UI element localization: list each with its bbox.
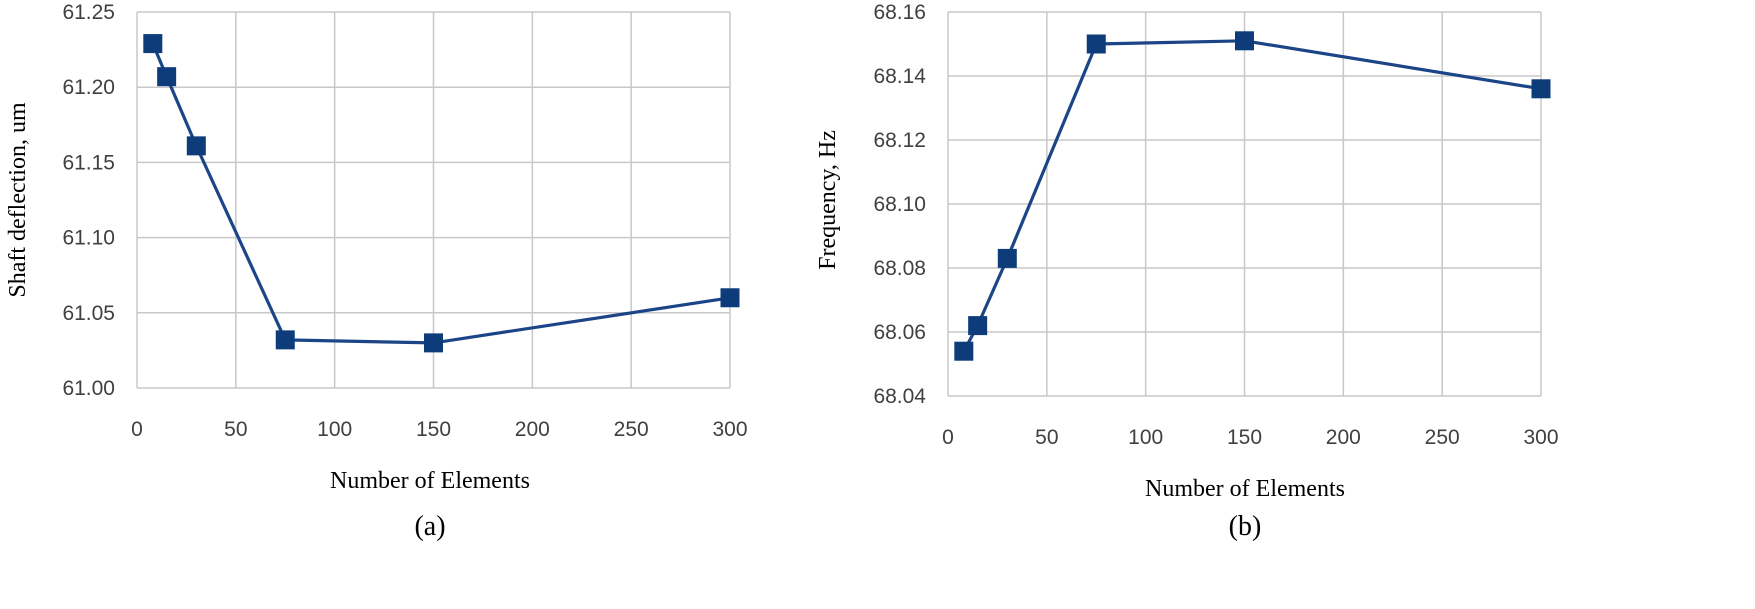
- chart-b-data-point: [1086, 34, 1106, 54]
- chart-a-ylabel: Shaft deflection, um: [5, 102, 31, 298]
- chart-b-xtick-label: 250: [1425, 426, 1460, 449]
- chart-b-ytick-label: 68.16: [873, 1, 926, 24]
- chart-b-xtick-label: 100: [1128, 426, 1163, 449]
- chart-b-xtick-label: 300: [1523, 426, 1558, 449]
- chart-b-series-line: [962, 39, 1542, 352]
- chart-b-data-point: [997, 248, 1017, 268]
- chart-b-data-point: [1531, 79, 1551, 99]
- chart-a-xtick-label: 200: [515, 418, 550, 441]
- chart-a-data-point: [186, 136, 206, 156]
- chart-b-data-point: [968, 316, 988, 336]
- chart-b-caption: (b): [1229, 511, 1262, 542]
- chart-a-xtick-label: 300: [712, 418, 747, 441]
- chart-a-series-line: [151, 42, 731, 345]
- chart-a-ytick-label: 61.25: [62, 1, 115, 24]
- chart-a: Shaft deflection, um Number of Elements …: [5, 1, 748, 542]
- chart-a-xtick-label: 50: [224, 418, 247, 441]
- chart-b-ytick-label: 68.10: [873, 193, 926, 216]
- chart-b-ytick-label: 68.08: [873, 257, 926, 280]
- chart-b-data-point: [1235, 31, 1254, 51]
- chart-a-ytick-label: 61.05: [62, 302, 115, 325]
- chart-b-xtick-label: 50: [1035, 426, 1058, 449]
- chart-b-ylabel: Frequency, Hz: [815, 130, 841, 270]
- chart-a-caption: (a): [414, 511, 445, 542]
- chart-b-ytick-label: 68.12: [873, 129, 926, 152]
- chart-a-ytick-label: 61.15: [62, 151, 115, 174]
- chart-a-data-point: [157, 67, 177, 87]
- chart-a-ytick-label: 61.00: [62, 377, 115, 400]
- chart-a-data-point: [720, 288, 740, 308]
- chart-a-data-point: [275, 330, 295, 350]
- chart-a-xtick-label: 0: [131, 418, 143, 441]
- chart-a-ytick-label: 61.20: [62, 76, 115, 99]
- chart-b: Frequency, Hz Number of Elements (b) 0 50…: [815, 1, 1559, 542]
- chart-b-data-point: [954, 341, 974, 361]
- chart-b-xlabel: Number of Elements: [1145, 476, 1345, 502]
- chart-a-ytick-label: 61.10: [62, 227, 115, 250]
- chart-a-xtick-label: 150: [416, 418, 451, 441]
- chart-a-data-point: [424, 333, 443, 353]
- chart-a-xtick-label: 100: [317, 418, 352, 441]
- chart-b-xtick-label: 200: [1326, 426, 1361, 449]
- chart-b-ytick-label: 68.06: [873, 321, 926, 344]
- chart-a-data-point: [143, 34, 163, 54]
- chart-a-xtick-label: 250: [614, 418, 649, 441]
- chart-b-ytick-label: 68.04: [873, 385, 926, 408]
- chart-b-xtick-label: 150: [1227, 426, 1262, 449]
- chart-b-ytick-label: 68.14: [873, 65, 926, 88]
- chart-a-xlabel: Number of Elements: [330, 468, 530, 494]
- chart-b-xtick-label: 0: [942, 426, 954, 449]
